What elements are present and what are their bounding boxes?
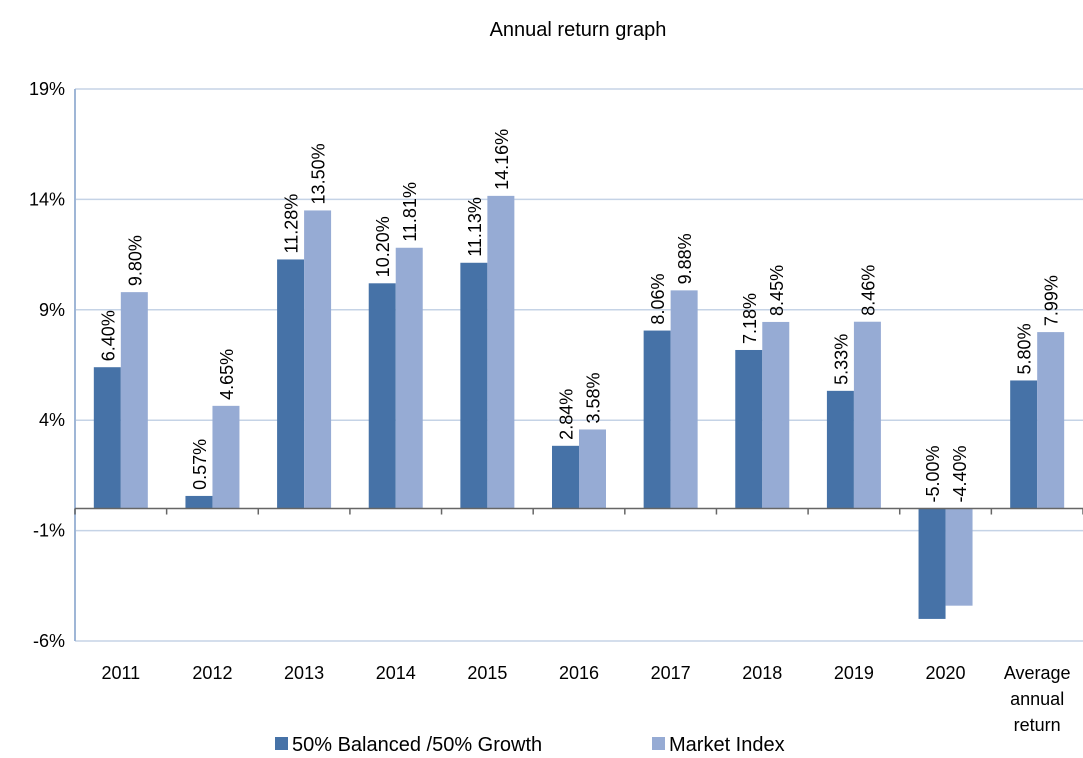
y-tick-label: 9% [39, 300, 65, 320]
x-tick-label: 2011 [101, 663, 141, 683]
y-tick-label: -1% [33, 521, 65, 541]
legend-label: 50% Balanced /50% Growth [292, 734, 542, 756]
y-tick-label: 14% [29, 189, 65, 209]
bar [853, 321, 881, 509]
y-tick-label: 4% [39, 410, 65, 430]
value-label: 5.80% [1015, 323, 1035, 374]
value-label: 9.88% [675, 233, 695, 284]
bar [670, 290, 698, 509]
x-tick-label: 2017 [650, 663, 691, 683]
bar [487, 195, 515, 509]
x-tick-label: 2016 [558, 663, 600, 683]
value-label: -4.40% [950, 445, 970, 502]
bar [185, 495, 213, 509]
bar [552, 445, 579, 509]
value-label: 6.40% [98, 310, 118, 361]
value-label: 4.65% [217, 349, 237, 400]
bar [945, 508, 973, 606]
value-label: 11.13% [465, 197, 485, 257]
value-label: 11.81% [400, 182, 420, 242]
value-label: 8.46% [858, 265, 878, 316]
value-label: 7.99% [1042, 275, 1062, 326]
bar [460, 262, 488, 509]
bar [368, 283, 396, 509]
bar [579, 429, 606, 509]
bar [277, 259, 305, 509]
legend-swatch [275, 737, 288, 750]
bar [1010, 380, 1038, 509]
value-label: 10.20% [373, 216, 393, 277]
value-label: 11.28% [282, 194, 302, 254]
x-tick-label: 2018 [742, 663, 783, 683]
x-tick-label: 2012 [192, 663, 233, 683]
x-tick-label: Average annual return [1003, 663, 1071, 735]
bar [918, 508, 946, 619]
bar [735, 349, 763, 509]
bar [1037, 332, 1065, 509]
value-label: 3.58% [584, 372, 604, 423]
legend-label: Market Index [669, 734, 785, 756]
value-label: 7.18% [740, 293, 760, 344]
bar [643, 330, 671, 509]
bar [120, 292, 148, 509]
bar [826, 390, 854, 509]
y-tick-label: -6% [33, 631, 65, 651]
value-label: 8.06% [648, 274, 668, 325]
y-tick-label: 19% [29, 79, 65, 99]
chart-title: Annual return graph [490, 19, 667, 41]
value-label: 9.80% [125, 235, 145, 286]
bar [212, 405, 240, 509]
bar [304, 210, 332, 509]
value-label: -5.00% [923, 445, 943, 502]
legend-swatch [652, 737, 665, 750]
x-tick-label: 2019 [833, 663, 874, 683]
bar [395, 247, 423, 509]
x-tick-label: 2014 [375, 663, 416, 683]
value-label: 14.16% [492, 129, 512, 190]
x-tick-label: 2013 [284, 663, 325, 683]
value-label: 2.84% [557, 389, 577, 440]
value-label: 5.33% [831, 334, 851, 385]
value-label: 0.57% [190, 439, 210, 490]
bar [93, 367, 121, 509]
value-label: 13.50% [309, 143, 329, 204]
x-tick-label: 2020 [925, 663, 966, 683]
bar [762, 321, 790, 509]
x-tick-label: 2015 [467, 663, 508, 683]
value-label: 8.45% [767, 265, 787, 316]
